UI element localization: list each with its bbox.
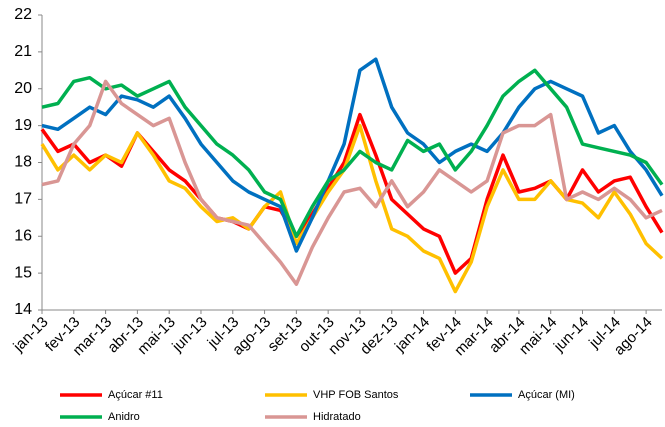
x-tick-label: jun-14 xyxy=(550,314,592,356)
y-tick-label: 21 xyxy=(14,43,32,60)
y-tick-label: 18 xyxy=(14,154,32,171)
legend-label: Anidro xyxy=(108,411,140,423)
x-tick-label: jan-13 xyxy=(9,314,51,356)
legend-label: Hidratado xyxy=(313,411,361,423)
legend-label: Açúcar (MI) xyxy=(518,389,575,401)
series-line xyxy=(41,57,664,253)
legend-label: VHP FOB Santos xyxy=(313,389,399,401)
series-line xyxy=(40,123,664,294)
y-tick-label: 14 xyxy=(14,301,32,318)
series-line xyxy=(41,68,664,239)
y-tick-label: 22 xyxy=(14,6,32,23)
y-tick-label: 15 xyxy=(14,264,32,281)
y-tick-label: 16 xyxy=(14,227,32,244)
y-tick-label: 20 xyxy=(14,80,32,97)
x-tick-label: jan-14 xyxy=(391,314,433,356)
y-tick-label: 17 xyxy=(14,191,32,208)
series-line xyxy=(41,79,663,286)
x-tick-label: jun-13 xyxy=(168,314,210,356)
legend-label: Açúcar #11 xyxy=(108,389,163,401)
y-tick-label: 19 xyxy=(14,117,32,134)
